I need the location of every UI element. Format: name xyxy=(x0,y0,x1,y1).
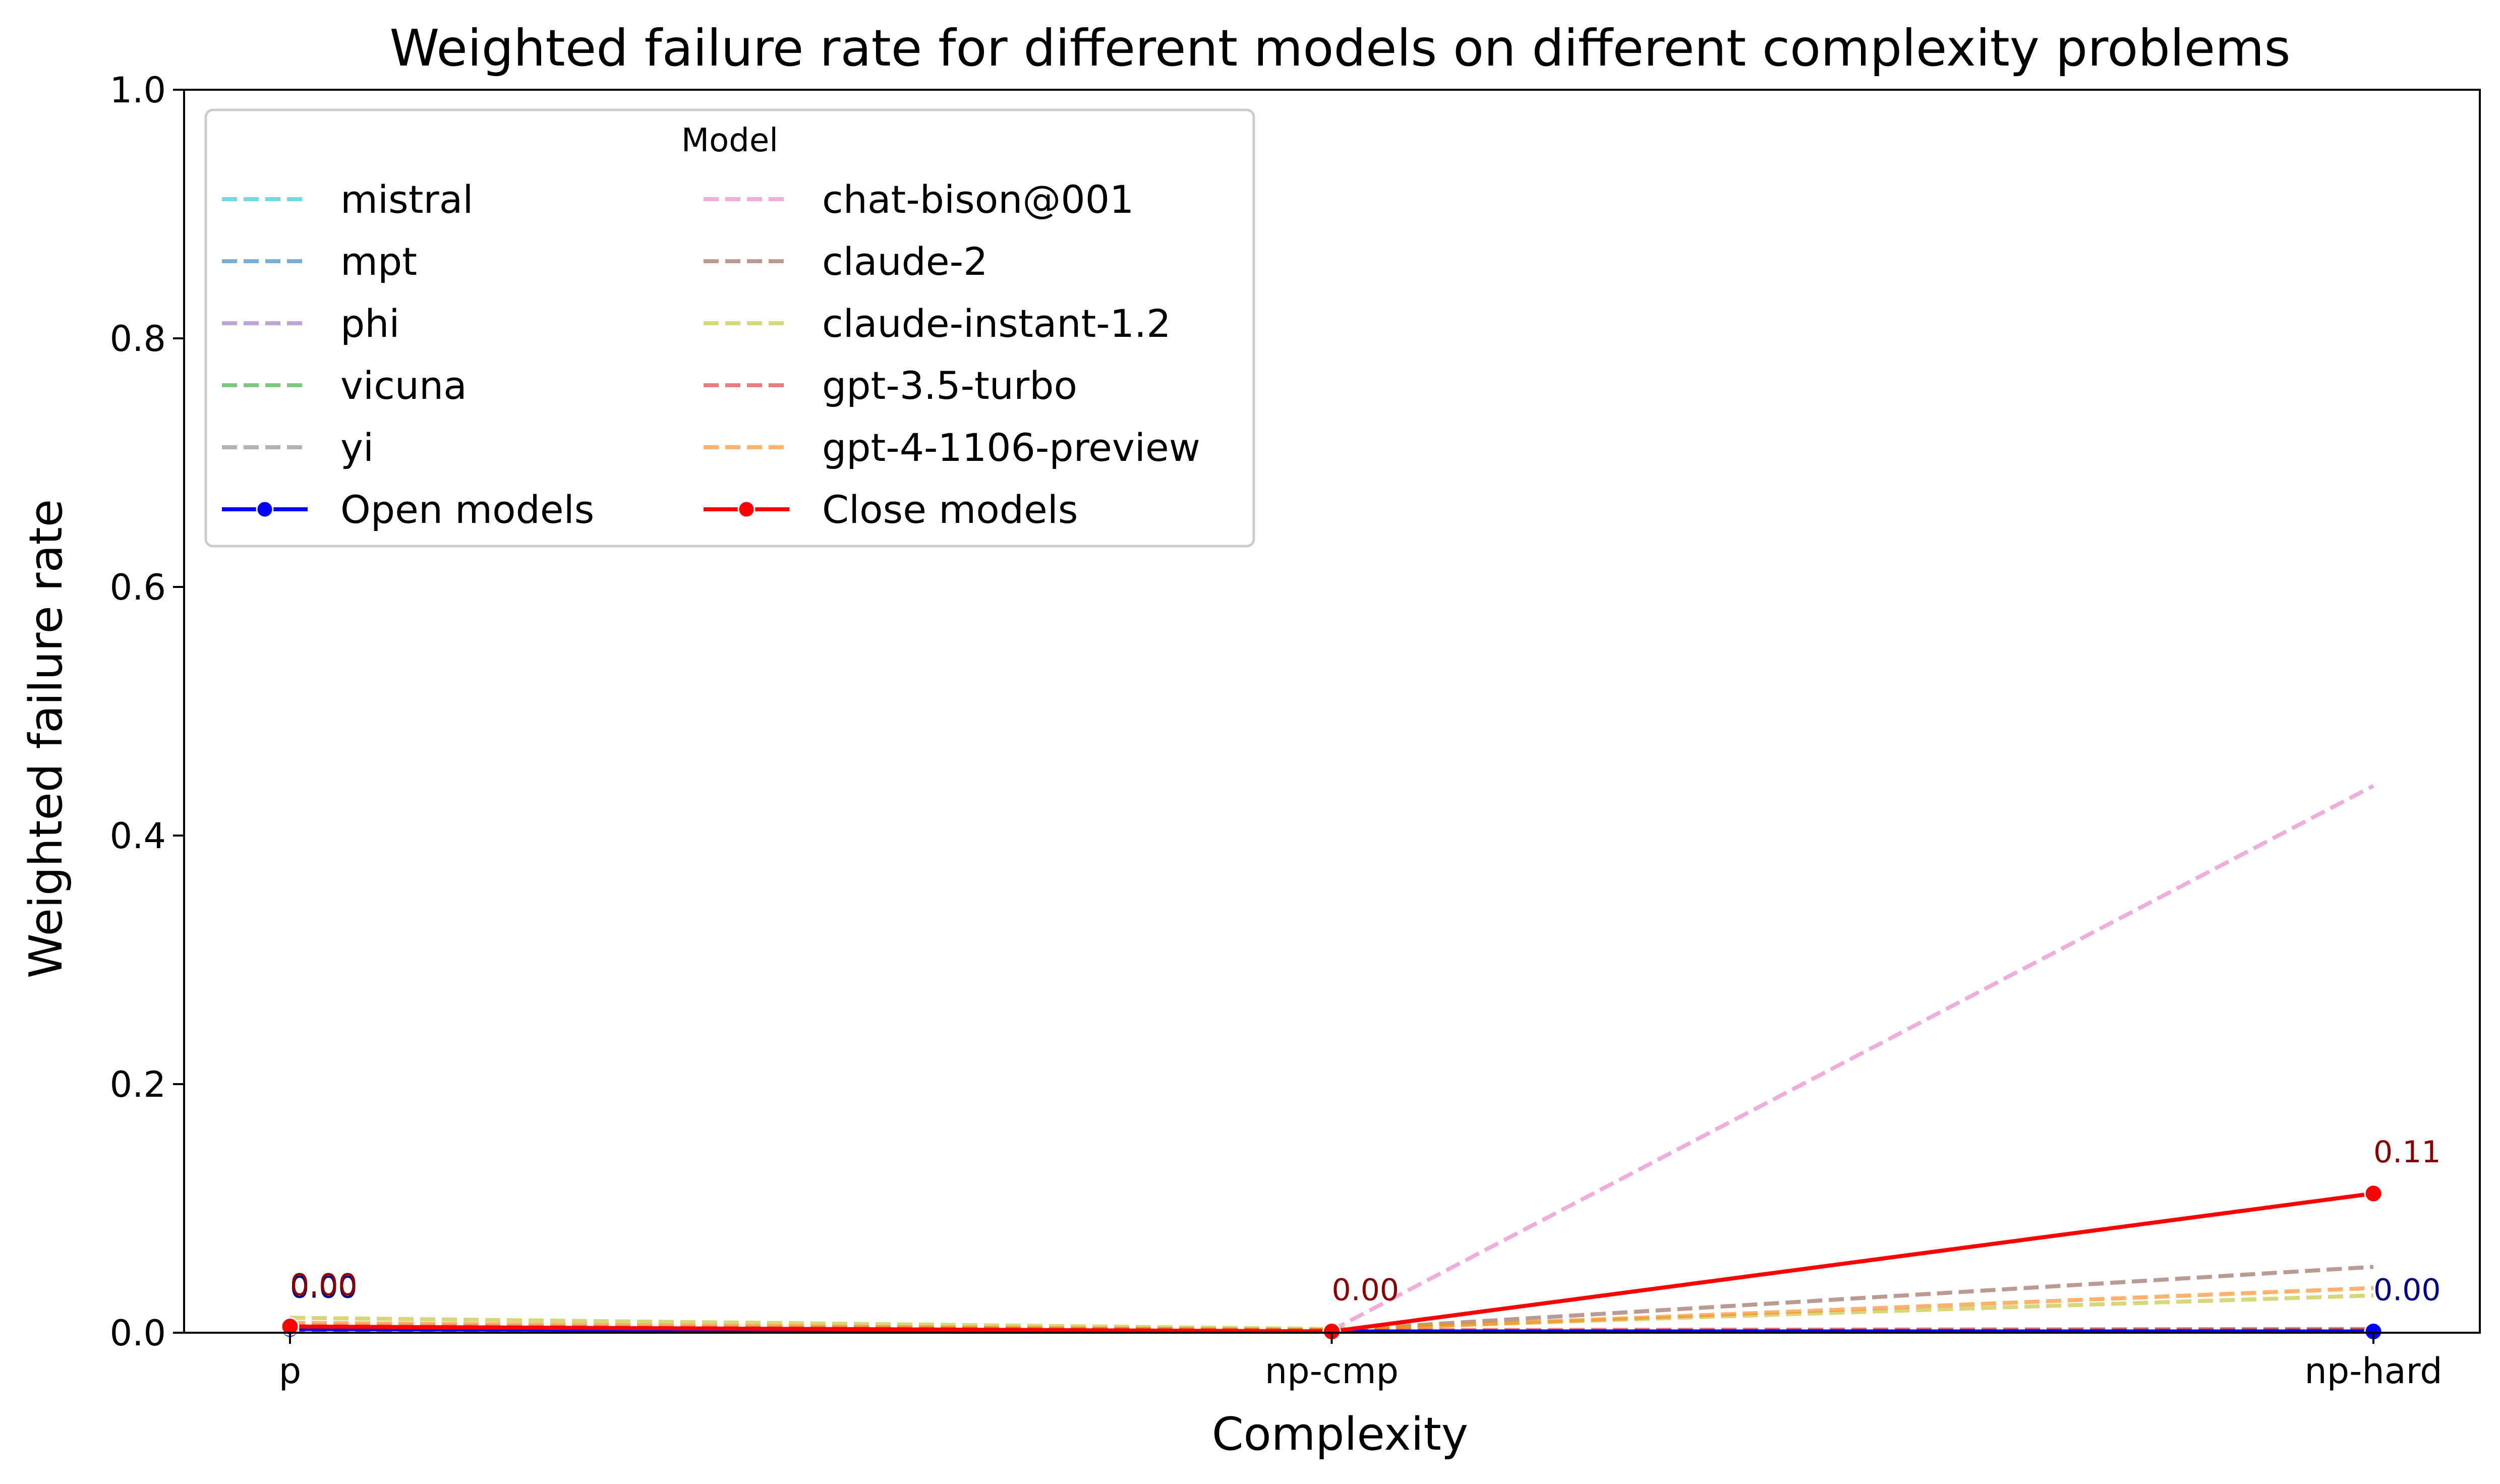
plot-area: 0.00 0.000.00 0.000.11 xyxy=(280,784,2441,1341)
data-label-close-models: 0.00 xyxy=(1332,1273,1400,1308)
legend-label-mistral: mistral xyxy=(340,177,473,222)
series-line-close-models xyxy=(289,1191,2374,1334)
legend-marker-close-models xyxy=(737,500,755,518)
y-axis-label: Weighted failure rate xyxy=(20,499,73,978)
legend-label-chat-bison-001: chat-bison@001 xyxy=(822,177,1134,222)
axes: 0.0 0.2 0.4 0.6 0.8 1.0 p np-cmp np-hard xyxy=(110,70,2481,1392)
legend-title: Model xyxy=(681,122,778,159)
y-tick-label: 0.6 xyxy=(110,567,166,608)
legend-label-gpt-3-5-turbo: gpt-3.5-turbo xyxy=(822,363,1077,408)
y-tick-label: 0.4 xyxy=(110,815,166,857)
legend-label-gpt-4-1106-preview: gpt-4-1106-preview xyxy=(822,425,1200,470)
x-tick-label: np-cmp xyxy=(1265,1350,1399,1392)
y-tick-label: 0.8 xyxy=(110,318,166,360)
legend-label-yi: yi xyxy=(340,425,374,470)
legend-label-close-models: Close models xyxy=(822,487,1078,532)
data-label-open-models: 0.00 xyxy=(290,1270,358,1305)
data-label-close-models: 0.00 xyxy=(290,1268,358,1303)
series-line-chat-bison-001 xyxy=(289,784,2374,1333)
legend-marker-open-models xyxy=(256,500,274,518)
data-label-close-models: 0.11 xyxy=(2373,1135,2441,1170)
legend: Model mistral mpt phi vicuna yi Open models ch… xyxy=(204,108,1255,548)
legend-label-claude-instant-1-2: claude-instant-1.2 xyxy=(822,301,1171,346)
x-tick-label: np-hard xyxy=(2304,1350,2442,1392)
legend-frame xyxy=(204,108,1255,548)
legend-label-vicuna: vicuna xyxy=(340,363,467,408)
legend-label-phi: phi xyxy=(340,301,400,346)
y-tick-label: 1.0 xyxy=(110,70,166,111)
legend-label-open-models: Open models xyxy=(340,487,594,532)
legend-label-claude-2: claude-2 xyxy=(822,239,987,284)
chart-title: Weighted failure rate for different mode… xyxy=(389,19,2290,78)
data-label-open-models: 0.00 xyxy=(2373,1273,2441,1308)
x-tick-label: p xyxy=(279,1350,301,1392)
series-point-close-models xyxy=(2364,1184,2383,1203)
legend-label-mpt: mpt xyxy=(340,239,417,284)
y-tick-label: 0.0 xyxy=(110,1313,166,1354)
y-tick-label: 0.2 xyxy=(110,1064,166,1105)
x-axis-label: Complexity xyxy=(1212,1408,1468,1461)
